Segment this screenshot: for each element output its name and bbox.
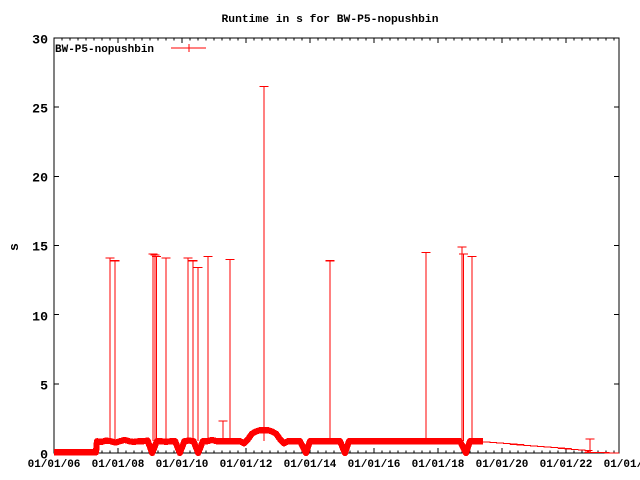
svg-text:5: 5 bbox=[40, 379, 48, 394]
svg-text:01/01/22: 01/01/22 bbox=[540, 459, 593, 471]
svg-text:20: 20 bbox=[32, 171, 48, 186]
svg-text:15: 15 bbox=[32, 240, 48, 255]
svg-text:01/01/20: 01/01/20 bbox=[476, 459, 529, 471]
svg-text:30: 30 bbox=[32, 33, 48, 48]
svg-text:01/01/24: 01/01/24 bbox=[604, 459, 640, 471]
svg-text:01/01/18: 01/01/18 bbox=[412, 459, 465, 471]
svg-text:25: 25 bbox=[32, 102, 48, 117]
svg-text:01/01/08: 01/01/08 bbox=[92, 459, 145, 471]
svg-text:Runtime in s for BW-P5-nopushb: Runtime in s for BW-P5-nopushbin bbox=[222, 14, 439, 26]
svg-text:BW-P5-nopushbin: BW-P5-nopushbin bbox=[55, 44, 154, 56]
svg-text:10: 10 bbox=[32, 310, 48, 325]
svg-text:01/01/14: 01/01/14 bbox=[284, 459, 337, 471]
svg-text:01/01/10: 01/01/10 bbox=[156, 459, 209, 471]
svg-text:01/01/16: 01/01/16 bbox=[348, 459, 401, 471]
svg-text:01/01/12: 01/01/12 bbox=[220, 459, 273, 471]
svg-text:s: s bbox=[7, 243, 22, 251]
svg-text:01/01/06: 01/01/06 bbox=[28, 459, 81, 471]
